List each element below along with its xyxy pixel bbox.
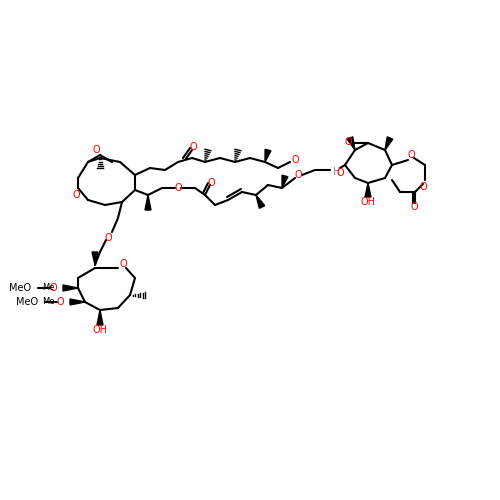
Text: O: O bbox=[92, 145, 100, 155]
Text: O: O bbox=[72, 190, 80, 200]
Text: O: O bbox=[344, 137, 352, 147]
Text: MeO: MeO bbox=[16, 297, 38, 307]
Polygon shape bbox=[70, 299, 85, 305]
Polygon shape bbox=[97, 310, 103, 325]
Polygon shape bbox=[347, 137, 355, 150]
Text: O: O bbox=[336, 168, 344, 178]
Polygon shape bbox=[385, 137, 393, 150]
Polygon shape bbox=[145, 195, 151, 210]
Text: MeO: MeO bbox=[9, 283, 31, 293]
Text: O: O bbox=[410, 202, 418, 212]
Polygon shape bbox=[265, 150, 271, 162]
Text: O: O bbox=[174, 183, 182, 193]
Polygon shape bbox=[256, 195, 264, 208]
Text: OH: OH bbox=[92, 325, 108, 335]
Text: O: O bbox=[419, 182, 427, 192]
Text: O: O bbox=[291, 155, 299, 165]
Text: Me: Me bbox=[42, 298, 54, 306]
Text: OH: OH bbox=[360, 197, 376, 207]
Polygon shape bbox=[282, 176, 288, 188]
Polygon shape bbox=[92, 252, 98, 265]
Text: O: O bbox=[49, 283, 57, 293]
Text: O: O bbox=[294, 170, 302, 180]
Text: O: O bbox=[407, 150, 415, 160]
Polygon shape bbox=[365, 183, 371, 197]
Text: O: O bbox=[207, 178, 215, 188]
Text: O: O bbox=[189, 142, 197, 152]
Text: O: O bbox=[56, 297, 64, 307]
Text: H: H bbox=[334, 167, 340, 177]
Text: O: O bbox=[119, 259, 127, 269]
Text: O: O bbox=[104, 233, 112, 243]
Text: Me: Me bbox=[42, 284, 54, 292]
Polygon shape bbox=[63, 285, 78, 291]
